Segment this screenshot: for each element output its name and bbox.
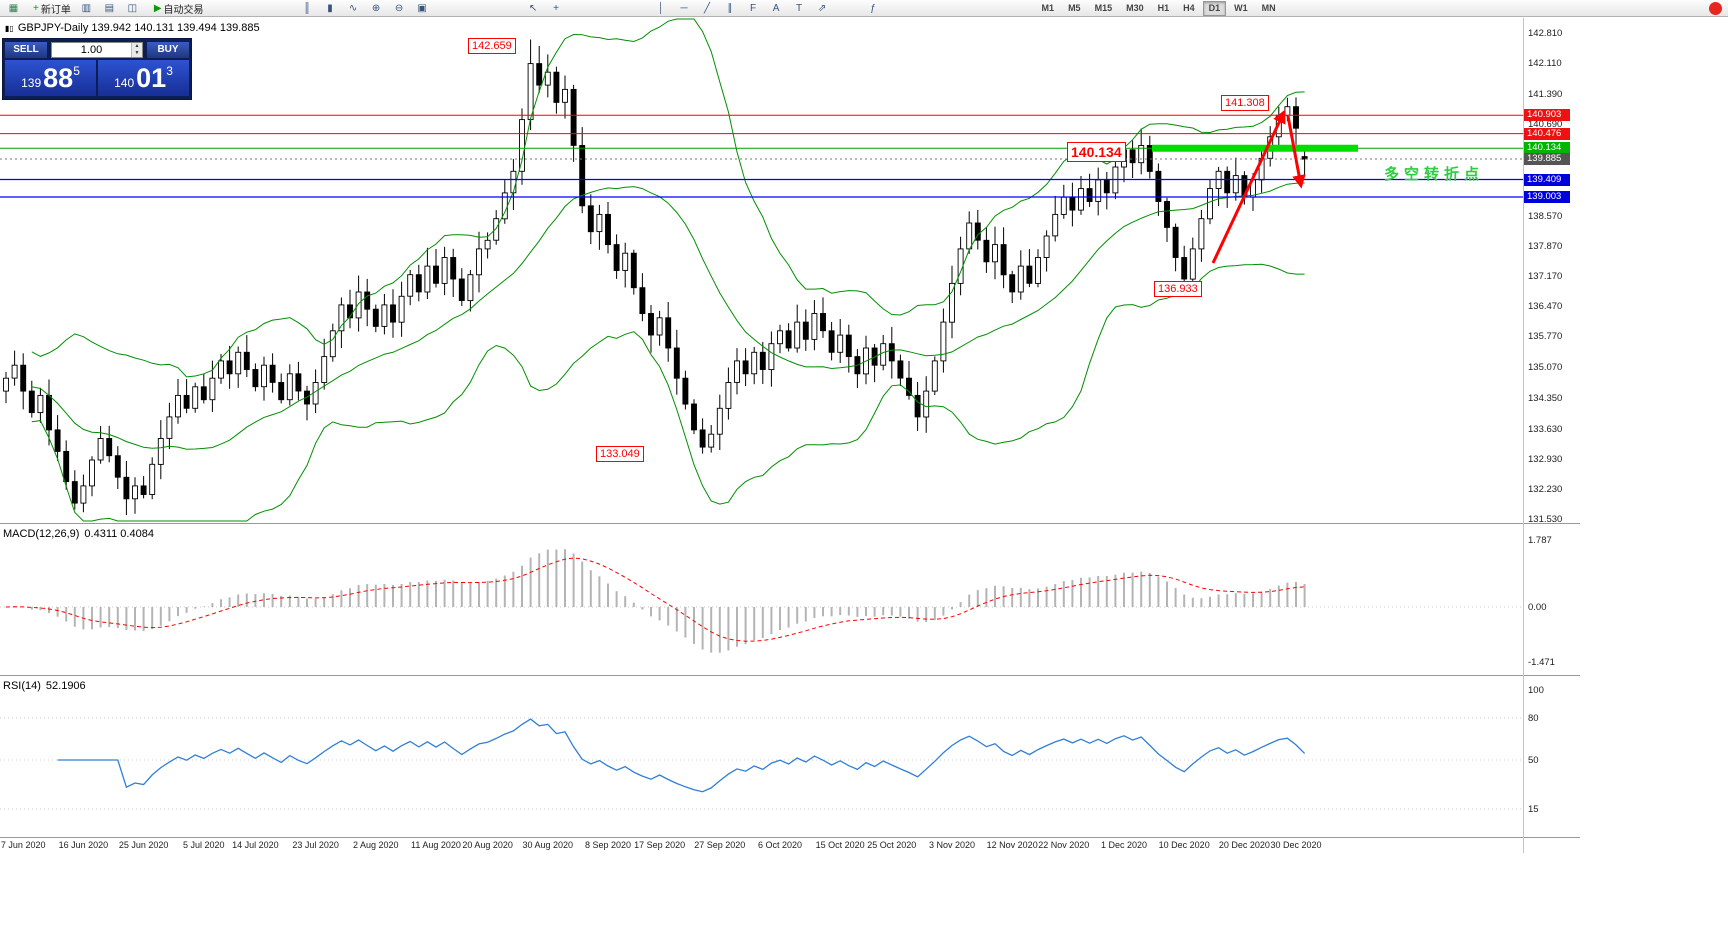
timeframe-d1[interactable]: D1 — [1202, 0, 1227, 16]
timeframe-h4[interactable]: H4 — [1183, 2, 1195, 13]
sell-price[interactable]: 139 88 5 — [5, 60, 96, 96]
sell-price-pip: 5 — [73, 64, 80, 78]
spinner-down-icon[interactable]: ▼ — [131, 49, 142, 57]
channel-icon[interactable]: ∥ — [727, 2, 733, 14]
vertical-line-icon[interactable]: │ — [657, 2, 665, 14]
chart-canvas[interactable] — [0, 0, 1728, 870]
data-window-icon[interactable]: ▤ — [104, 2, 115, 14]
one-click-trading-panel: SELL ▲ ▼ BUY 139 88 5 140 01 3 — [2, 38, 192, 100]
rsi-line — [57, 718, 1306, 793]
buy-price[interactable]: 140 01 3 — [98, 60, 189, 96]
bollinger-lower — [31, 263, 1305, 522]
sell-button[interactable]: SELL — [5, 41, 47, 58]
spinner-up-icon[interactable]: ▲ — [131, 42, 142, 50]
toolbar: ▦ + 新订单 ▥ ▤ ◫ ▶ 自动交易 ║ ▮ ∿ ⊕ ⊖ ▣ ↖ + │ ─ ╱ ∥ F A T ⇗ ƒ M1 M5 M15 M30… — [0, 0, 1728, 17]
text-icon[interactable]: A — [772, 2, 780, 14]
timeframe-m5[interactable]: M5 — [1068, 2, 1081, 13]
buy-price-pip: 3 — [166, 64, 173, 78]
market-watch-icon[interactable]: ▥ — [81, 2, 92, 14]
candles-series — [3, 39, 1308, 516]
timeframe-mn[interactable]: MN — [1261, 2, 1276, 13]
zoom-in-icon[interactable]: ⊕ — [371, 2, 381, 14]
zoom-out-icon[interactable]: ⊖ — [394, 2, 404, 14]
sell-price-handle: 139 — [21, 76, 42, 90]
autotrade-button[interactable]: ▶ 自动交易 — [153, 2, 204, 16]
cursor-icon[interactable]: ↖ — [528, 2, 538, 14]
trend-arrow — [1211, 109, 1286, 264]
lot-spinner: ▲ ▼ — [131, 42, 142, 57]
crosshair-icon[interactable]: + — [553, 2, 559, 14]
line-chart-icon[interactable]: ∿ — [348, 2, 358, 14]
buy-price-handle: 140 — [114, 76, 135, 90]
sell-price-big: 88 — [43, 62, 74, 93]
bar-chart-icon[interactable]: ║ — [303, 2, 311, 14]
chart-window-icon[interactable]: ▦ — [8, 2, 19, 14]
bollinger-middle — [31, 182, 1305, 450]
timeframe-m1[interactable]: M1 — [1041, 2, 1055, 13]
trend-arrow — [1286, 115, 1306, 189]
timeframe-m15[interactable]: M15 — [1094, 2, 1113, 13]
timeframe-h1[interactable]: H1 — [1157, 2, 1170, 13]
new-order-button[interactable]: + 新订单 — [33, 2, 71, 16]
buy-button[interactable]: BUY — [147, 41, 189, 58]
navigator-icon[interactable]: ◫ — [127, 2, 138, 14]
macd-signal-line — [5, 557, 1305, 642]
candlestick-chart-icon[interactable]: ▮ — [327, 2, 333, 14]
buy-price-big: 01 — [136, 62, 167, 93]
lot-size-input[interactable] — [52, 42, 131, 57]
notification-dot — [1709, 2, 1722, 15]
horizontal-line-icon[interactable]: ─ — [680, 2, 688, 14]
text-label-icon[interactable]: T — [795, 2, 803, 14]
indicators-icon[interactable]: ƒ — [870, 2, 876, 14]
fibonacci-icon[interactable]: F — [749, 2, 757, 14]
lot-size-field: ▲ ▼ — [51, 41, 143, 58]
macd-histogram — [13, 549, 1306, 653]
trendline-icon[interactable]: ╱ — [704, 2, 711, 14]
tile-windows-icon[interactable]: ▣ — [417, 2, 427, 14]
timeframe-w1[interactable]: W1 — [1234, 2, 1248, 13]
timeframe-m30[interactable]: M30 — [1126, 2, 1144, 13]
arrows-tool-icon[interactable]: ⇗ — [817, 2, 827, 14]
